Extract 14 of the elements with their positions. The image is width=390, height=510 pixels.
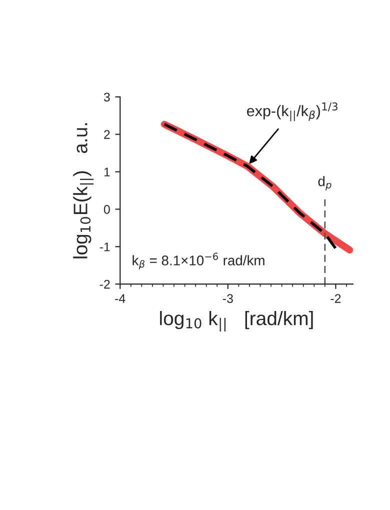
x-tick-label: -4 bbox=[115, 294, 126, 303]
x-tick-label: -2 bbox=[330, 294, 341, 303]
y-tick-label: 3 bbox=[104, 92, 110, 102]
y-tick-label: 0 bbox=[104, 205, 110, 214]
annotation: k$_{β}$ = 8.1×10$^{−6}$ rad/km bbox=[132, 252, 264, 270]
ref-line-label: d$_{p}$ bbox=[318, 176, 332, 190]
y-tick-label: 2 bbox=[104, 130, 110, 139]
text: log$_{10}$ k$_{||}$ [rad/km] bbox=[160, 311, 313, 332]
annotation: exp-(k$_{||}$/k$_{β}$)$^{1/3}$ bbox=[247, 102, 338, 122]
x-tick-label: -3 bbox=[222, 294, 233, 303]
y-tick-label: -2 bbox=[100, 280, 110, 289]
y-tick-label: 1 bbox=[104, 168, 110, 176]
y-axis-title: log$_{10}$E(k$_{||}$) a.u. bbox=[73, 123, 94, 258]
y-tick-label: -1 bbox=[100, 242, 110, 252]
